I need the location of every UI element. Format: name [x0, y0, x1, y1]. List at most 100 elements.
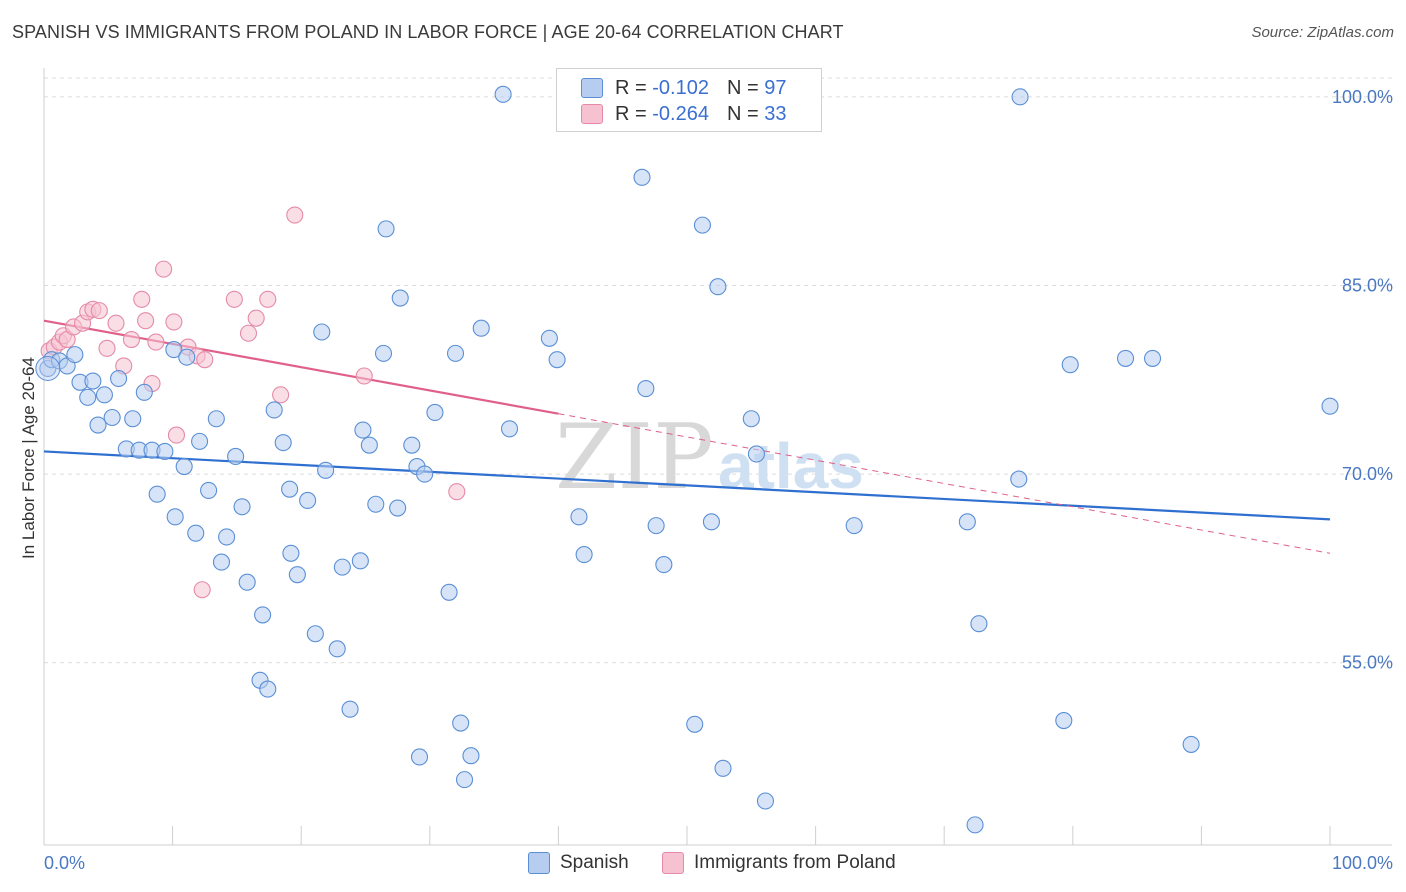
spanish-point — [238, 573, 256, 591]
spanish-point — [391, 289, 409, 307]
spanish-point — [709, 278, 727, 296]
watermark-zip: ZIP — [555, 405, 714, 510]
legend-row-spanish: R = -0.102 N = 97 — [581, 75, 786, 101]
tick-labels: 55.0% 70.0% 85.0% 100.0% 0.0% 100.0% In Labor … — [19, 87, 1393, 873]
spanish-point — [693, 216, 711, 234]
poland-point — [167, 426, 186, 444]
spanish-point — [341, 700, 359, 718]
r-label: R = — [615, 76, 647, 99]
spanish-point — [218, 528, 236, 546]
poland-point — [107, 314, 125, 332]
poland-legend-label: Immigrants from Poland — [694, 852, 896, 873]
spanish-point — [124, 410, 142, 428]
spanish-point — [1011, 88, 1029, 106]
y-tick-label: 55.0% — [1342, 653, 1393, 673]
spanish-point — [1055, 711, 1073, 730]
poland-point — [286, 206, 304, 224]
spanish-points — [35, 85, 1339, 834]
spanish-point — [426, 403, 444, 422]
poland-point — [133, 290, 151, 308]
n-value-poland: 33 — [764, 102, 787, 125]
n-label: N = — [726, 102, 759, 125]
spanish-point — [89, 416, 107, 434]
poland-swatch — [581, 104, 603, 124]
spanish-point — [647, 517, 665, 535]
spanish-point — [958, 513, 976, 531]
spanish-point — [714, 759, 732, 777]
spanish-point — [410, 748, 429, 766]
spanish-point — [333, 558, 351, 576]
spanish-point — [259, 680, 277, 698]
chart-title: SPANISH VS IMMIGRANTS FROM POLAND IN LAB… — [12, 22, 844, 42]
spanish-legend-label: Spanish — [560, 852, 629, 873]
poland-points — [40, 206, 466, 599]
spanish-point — [95, 386, 113, 404]
poland-point — [165, 313, 183, 331]
spanish-point — [165, 341, 183, 359]
legend-item-spanish: Spanish — [528, 852, 629, 874]
poland-point — [196, 351, 214, 369]
spanish-point — [500, 420, 519, 438]
poland-point — [122, 330, 140, 349]
spanish-point — [416, 465, 434, 483]
x-tick-label-min: 0.0% — [44, 853, 85, 873]
spanish-point — [440, 583, 458, 601]
watermark: ZIP atlas — [555, 405, 864, 510]
spanish-point-large — [35, 355, 61, 381]
spanish-point — [1182, 735, 1200, 753]
spanish-point — [351, 552, 369, 570]
poland-point — [98, 339, 116, 357]
spanish-point — [742, 410, 760, 428]
x-tick-label-max: 100.0% — [1332, 853, 1393, 873]
trend-lines — [43, 319, 1331, 554]
spanish-point — [156, 442, 174, 460]
stats-legend: R = -0.102 N = 97 R = -0.264 N = 33 — [556, 68, 822, 132]
spanish-point — [207, 410, 225, 428]
source-label: Source: ZipAtlas.com — [1251, 24, 1394, 41]
spanish-point — [84, 372, 102, 390]
spanish-point — [191, 432, 209, 450]
r-label: R = — [615, 102, 647, 125]
poland-legend-swatch — [662, 852, 684, 874]
spanish-point — [702, 513, 720, 531]
spanish-point — [686, 715, 704, 733]
spanish-point — [178, 348, 196, 366]
poland-point — [448, 483, 466, 501]
spanish-point — [328, 640, 346, 658]
spanish-point — [187, 524, 205, 542]
spanish-point — [212, 553, 231, 571]
spanish-point — [254, 606, 272, 624]
spanish-point — [66, 346, 84, 364]
poland-point — [90, 302, 108, 320]
y-axis-title: In Labor Force | Age 20-64 — [19, 357, 38, 559]
bottom-legend: Spanish Immigrants from Poland — [0, 852, 1406, 878]
spanish-point — [281, 480, 299, 498]
spanish-point — [1321, 397, 1339, 415]
n-label: N = — [726, 76, 759, 99]
spanish-point — [354, 421, 372, 439]
spanish-point — [282, 544, 300, 562]
spanish-point — [970, 615, 988, 633]
spanish-point — [227, 447, 245, 466]
spanish-point — [306, 625, 324, 643]
axes — [43, 68, 1392, 846]
y-tick-label: 85.0% — [1342, 275, 1393, 295]
poland-point — [272, 386, 290, 404]
spanish-swatch — [581, 78, 603, 98]
spanish-point — [377, 220, 395, 238]
spanish-point — [166, 508, 184, 526]
spanish-point — [494, 85, 512, 103]
spanish-point — [403, 436, 421, 454]
spanish-legend-swatch — [528, 852, 550, 874]
spanish-point — [575, 545, 593, 564]
spanish-point — [360, 436, 378, 454]
spanish-point — [288, 566, 306, 584]
spanish-point — [570, 508, 588, 526]
spanish-point — [446, 344, 465, 362]
r-value-poland: -0.264 — [652, 102, 709, 125]
spanish-point — [452, 714, 470, 732]
spanish-point — [103, 408, 121, 427]
spanish-point — [299, 491, 317, 510]
poland-point — [155, 260, 173, 278]
